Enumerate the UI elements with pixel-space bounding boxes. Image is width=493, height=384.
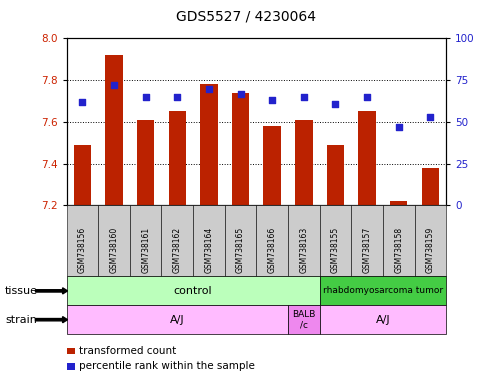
Text: GSM738162: GSM738162 (173, 227, 182, 273)
Text: GSM738166: GSM738166 (268, 227, 277, 273)
Text: BALB
/c: BALB /c (292, 310, 316, 329)
Point (237, 91, 245, 97)
Text: GSM738161: GSM738161 (141, 227, 150, 273)
Bar (358, 111, 376, 205)
Text: control: control (174, 286, 212, 296)
Point (300, 94, 308, 100)
Text: strain: strain (5, 314, 37, 325)
Point (426, 114, 434, 120)
Point (268, 97, 276, 103)
Point (174, 94, 181, 100)
Bar (106, 55, 123, 205)
Text: GSM738165: GSM738165 (236, 227, 245, 273)
Text: tissue: tissue (5, 286, 38, 296)
Text: GDS5527 / 4230064: GDS5527 / 4230064 (176, 10, 317, 23)
Bar (263, 126, 281, 205)
Point (141, 94, 149, 100)
Text: GSM738155: GSM738155 (331, 227, 340, 273)
Point (205, 85, 213, 91)
Bar (200, 84, 217, 205)
Text: GSM738157: GSM738157 (362, 227, 372, 273)
Text: percentile rank within the sample: percentile rank within the sample (79, 361, 255, 371)
Point (331, 101, 339, 107)
Point (78, 99, 86, 105)
Bar (169, 111, 186, 205)
Text: rhabdomyosarcoma tumor: rhabdomyosarcoma tumor (323, 286, 443, 295)
Text: GSM738164: GSM738164 (205, 227, 213, 273)
Bar (390, 201, 407, 205)
Text: A/J: A/J (376, 314, 390, 325)
Bar (137, 120, 154, 205)
Bar (295, 120, 313, 205)
Text: GSM738159: GSM738159 (426, 227, 435, 273)
Point (395, 124, 403, 130)
Text: GSM738163: GSM738163 (299, 227, 308, 273)
Point (110, 82, 118, 88)
Text: transformed count: transformed count (79, 346, 176, 356)
Text: GSM738156: GSM738156 (78, 227, 87, 273)
Bar (422, 168, 439, 205)
Bar (232, 93, 249, 205)
Bar (327, 145, 344, 205)
Bar (73, 145, 91, 205)
Text: GSM738160: GSM738160 (109, 227, 118, 273)
Text: A/J: A/J (170, 314, 184, 325)
Text: GSM738158: GSM738158 (394, 227, 403, 273)
Point (363, 94, 371, 100)
